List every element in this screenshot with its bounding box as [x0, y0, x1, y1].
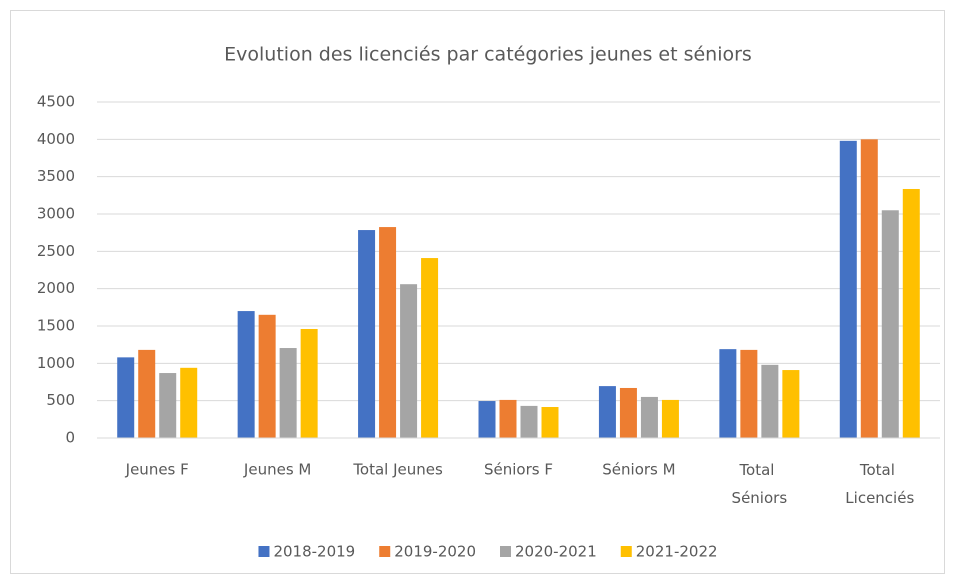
legend-swatch: [258, 546, 270, 557]
bar: [300, 328, 318, 438]
bar: [159, 373, 177, 438]
legend-label: 2021-2022: [636, 543, 718, 561]
legend-label: 2020-2021: [515, 543, 597, 561]
bar: [237, 311, 255, 438]
bar: [379, 227, 397, 438]
legend-swatch: [379, 546, 391, 557]
legend-swatch: [500, 546, 511, 557]
bar: [279, 348, 297, 438]
y-tick-label: 4500: [37, 93, 75, 111]
y-tick-label: 3000: [37, 205, 75, 223]
y-tick-label: 1500: [37, 317, 75, 335]
x-tick-label: Jeunes M: [243, 461, 311, 479]
x-tick-label: Séniors F: [484, 461, 553, 479]
y-tick-label: 2500: [37, 242, 75, 260]
bar: [719, 349, 737, 438]
x-tick-label: Total Licenciés: [845, 461, 914, 507]
x-tick-label: Jeunes F: [125, 461, 189, 479]
y-tick-label: 0: [65, 429, 75, 447]
bar: [541, 407, 559, 438]
chart-frame: [10, 10, 945, 574]
y-tick-label: 4000: [37, 130, 75, 148]
bar: [619, 387, 637, 438]
bar: [258, 314, 276, 438]
x-tick-label: Total Séniors: [732, 461, 788, 507]
legend-swatch: [620, 546, 632, 557]
bar: [661, 399, 679, 438]
bar: [400, 284, 418, 438]
x-tick-label: Séniors M: [602, 461, 675, 479]
y-tick-label: 3500: [37, 167, 75, 185]
bar: [117, 357, 135, 438]
legend-label: 2018-2019: [273, 543, 355, 561]
y-tick-label: 2000: [37, 279, 75, 297]
bar: [860, 139, 878, 439]
bar: [881, 210, 899, 438]
chart-title: Evolution des licenciés par catégories j…: [224, 44, 752, 66]
bar: [358, 230, 376, 438]
x-tick-label: Total Jeunes: [352, 461, 443, 479]
bar: [598, 386, 616, 438]
y-tick-label: 500: [46, 391, 75, 409]
bar: [761, 364, 779, 438]
bar: [180, 367, 198, 438]
bar: [499, 399, 517, 438]
bar: [839, 140, 857, 438]
bar: [478, 401, 496, 438]
y-tick-label: 1000: [37, 354, 75, 372]
bar: [740, 349, 758, 438]
bar: [138, 349, 156, 438]
bar: [782, 370, 800, 438]
legend-label: 2019-2020: [394, 543, 476, 561]
bar: [520, 405, 538, 438]
bar: [902, 188, 920, 438]
bar: [640, 396, 658, 438]
bar: [421, 258, 439, 438]
